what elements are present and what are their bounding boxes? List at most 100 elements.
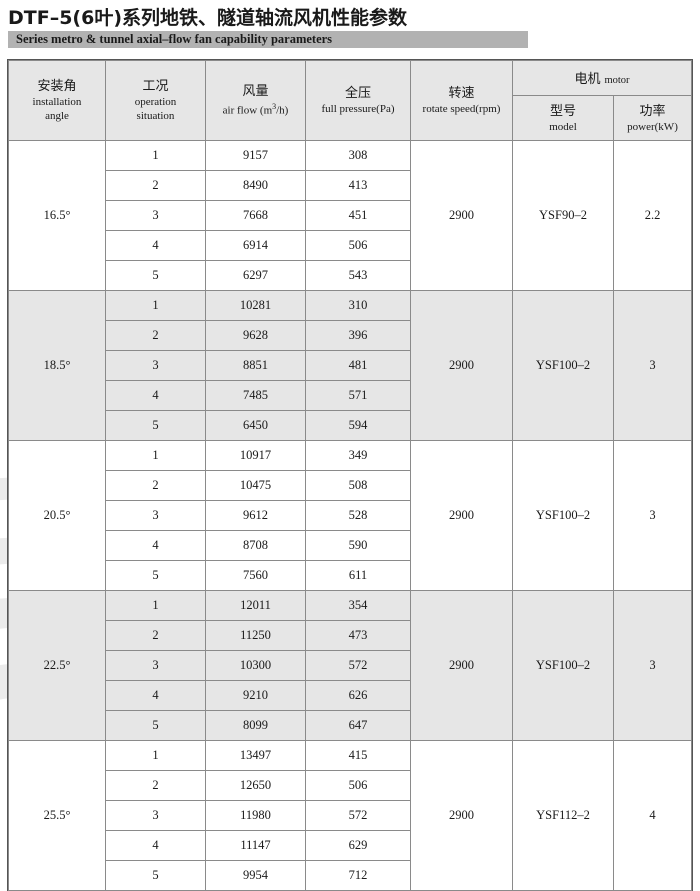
fan-parameters-table: 安装角 installation angle 工况 operation situ… [6, 59, 694, 891]
header-en: motor [604, 75, 630, 86]
cell-operation-situation: 3 [105, 650, 206, 681]
cell-full-pressure: 572 [305, 650, 411, 681]
cell-air-flow: 11980 [205, 800, 306, 831]
table-row: 3 8851 481 [9, 350, 692, 381]
header-en-line1: installation [32, 96, 82, 108]
cell-operation-situation: 1 [105, 440, 206, 471]
col-header-rotate-speed: 转速 rotate speed(rpm) [410, 60, 513, 141]
cell-motor-power: 4 [612, 740, 693, 891]
cell-air-flow: 10475 [205, 470, 306, 501]
cell-full-pressure: 349 [305, 440, 411, 471]
cell-operation-situation: 2 [105, 320, 206, 351]
header-en: full pressure(Pa) [321, 103, 395, 115]
header-cn: 型号 [549, 103, 576, 119]
col-header-installation-angle: 安装角 installation angle [8, 60, 106, 141]
cell-operation-situation: 4 [105, 680, 206, 711]
header-en-line2: situation [136, 110, 175, 122]
cell-full-pressure: 506 [305, 230, 411, 261]
cell-air-flow: 9628 [205, 320, 306, 351]
table-row: 18.5° 1 10281 310 2900 YSF100–2 3 [8, 290, 693, 441]
table-row: 20.5° 1 10917 349 2900 YSF100–2 3 [8, 440, 693, 591]
header-en-line1: operation [134, 96, 177, 108]
cell-air-flow: 12650 [205, 770, 306, 801]
header-en: power(kW) [627, 120, 678, 133]
cell-operation-situation: 5 [105, 710, 206, 741]
cell-operation-situation: 4 [105, 230, 206, 261]
table-row: 25.5° 1 13497 415 2900 YSF112–2 4 [8, 740, 693, 891]
cell-rotate-speed: 2900 [410, 440, 513, 591]
header-en: model [549, 120, 577, 133]
cell-operation-situation: 4 [105, 830, 206, 861]
col-header-full-pressure: 全压 full pressure(Pa) [305, 60, 411, 141]
cell-installation-angle: 20.5° [8, 440, 106, 591]
cell-full-pressure: 473 [305, 620, 411, 651]
cell-full-pressure: 572 [305, 800, 411, 831]
cell-air-flow: 9210 [205, 680, 306, 711]
cell-operation-situation: 1 [105, 590, 206, 621]
header-cn: 电机 [574, 72, 601, 87]
cell-motor-model: YSF90–2 [512, 140, 614, 291]
cell-full-pressure: 508 [305, 470, 411, 501]
cell-operation-situation: 3 [105, 500, 206, 531]
page-title-chinese: DTF–5(6叶)系列地铁、隧道轴流风机性能参数 [8, 7, 408, 29]
header-cn: 功率 [639, 103, 666, 119]
cell-air-flow: 12011 [205, 590, 306, 621]
header-cn: 转速 [448, 86, 475, 101]
cell-operation-situation: 2 [105, 470, 206, 501]
col-header-motor-model: 型号 model [512, 95, 614, 141]
cell-full-pressure: 626 [305, 680, 411, 711]
cell-full-pressure: 506 [305, 770, 411, 801]
cell-motor-model: YSF112–2 [512, 740, 614, 891]
header-cn: 安装角 [37, 79, 77, 94]
cell-operation-situation: 1 [105, 290, 206, 321]
cell-full-pressure: 415 [305, 740, 411, 771]
air-flow-unit-lead: air flow (m [222, 104, 273, 117]
cell-air-flow: 10300 [205, 650, 306, 681]
page-title-english: Series metro & tunnel axial–flow fan cap… [16, 32, 333, 46]
cell-motor-power: 3 [612, 440, 693, 591]
cell-operation-situation: 3 [105, 350, 206, 381]
col-header-motor-power: 功率 power(kW) [612, 95, 693, 141]
col-header-motor-group: 电机 motor [511, 60, 693, 96]
cell-air-flow: 7485 [205, 380, 306, 411]
cell-full-pressure: 396 [305, 320, 411, 351]
header-cn: 工况 [142, 79, 169, 94]
cell-full-pressure: 451 [305, 200, 411, 231]
table-row: 16.5° 1 9157 308 2900 YSF90–2 2.2 [8, 140, 693, 291]
header-cn: 全压 [344, 86, 371, 101]
cell-full-pressure: 413 [305, 170, 411, 201]
cell-operation-situation: 1 [105, 740, 206, 771]
table-header: 安装角 installation angle 工况 operation situ… [8, 60, 693, 141]
cell-full-pressure: 594 [305, 410, 411, 441]
title-banner [8, 31, 528, 48]
cell-air-flow: 11250 [205, 620, 306, 651]
cell-air-flow: 11147 [205, 830, 306, 861]
cell-operation-situation: 5 [105, 410, 206, 441]
cell-air-flow: 7560 [205, 560, 306, 591]
col-header-operation-situation: 工况 operation situation [105, 60, 206, 141]
cell-air-flow: 8099 [205, 710, 306, 741]
cell-full-pressure: 310 [305, 290, 411, 321]
document-page: DTF–5(6叶)系列地铁、隧道轴流风机性能参数 Series metro & … [6, 7, 694, 891]
cell-full-pressure: 629 [305, 830, 411, 861]
cell-air-flow: 8490 [205, 170, 306, 201]
cell-air-flow: 6450 [205, 410, 306, 441]
cell-operation-situation: 2 [105, 620, 206, 651]
cell-full-pressure: 647 [305, 710, 411, 741]
cell-air-flow: 9612 [205, 500, 306, 531]
table-row: 4 6914 506 [9, 230, 692, 261]
cell-motor-power: 3 [612, 590, 693, 741]
cell-operation-situation: 4 [105, 380, 206, 411]
air-flow-unit-exponent: 3 [272, 102, 277, 112]
cell-full-pressure: 590 [305, 530, 411, 561]
cell-motor-model: YSF100–2 [512, 290, 614, 441]
cell-air-flow: 8851 [205, 350, 306, 381]
cell-operation-situation: 5 [105, 560, 206, 591]
cell-installation-angle: 25.5° [8, 740, 106, 891]
header-en: air flow (m3/h) [206, 100, 305, 118]
cell-operation-situation: 5 [105, 860, 206, 891]
cell-installation-angle: 18.5° [8, 290, 106, 441]
table-row: 2 8490 413 [9, 170, 692, 201]
cell-full-pressure: 354 [305, 590, 411, 621]
table-row: 3 7668 451 [9, 200, 692, 231]
